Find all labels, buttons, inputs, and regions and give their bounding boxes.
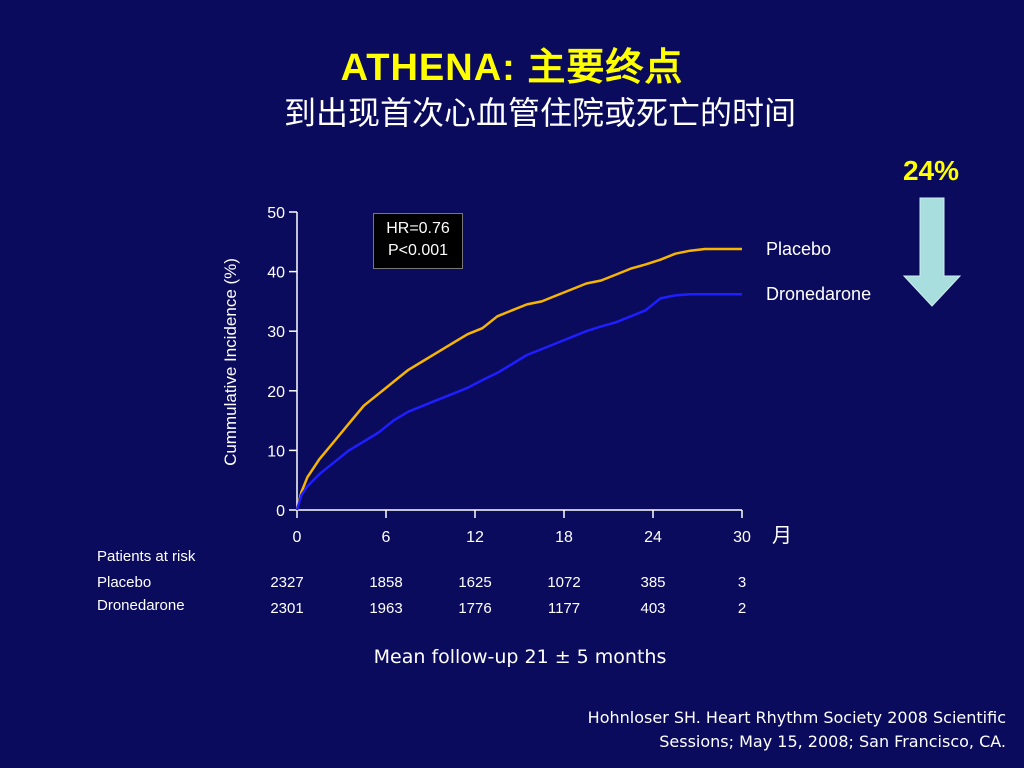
down-arrow-icon (902, 197, 962, 307)
chart-series (295, 247, 742, 511)
x-tick-label: 24 (644, 529, 662, 546)
x-tick-label: 6 (382, 529, 391, 546)
citation-line-2: Sessions; May 15, 2008; San Francisco, C… (659, 732, 1006, 751)
hazard-ratio-box: HR=0.76 P<0.001 (373, 213, 463, 269)
x-axis-unit-label: 月 (772, 525, 792, 547)
chart-labels: 0 10 20 30 40 50 0 6 12 18 24 30 Placebo Dronedarone (267, 205, 871, 546)
y-tick-label: 20 (267, 384, 285, 401)
y-tick-label: 40 (267, 265, 285, 282)
y-tick-label: 10 (267, 443, 285, 460)
y-tick-label: 0 (276, 503, 285, 520)
legend-label-dronedarone: Dronedarone (766, 284, 871, 304)
legend-label-placebo: Placebo (766, 239, 831, 259)
slide-title: ATHENA: 主要终点 (340, 47, 684, 89)
y-axis-label: Cummulative Incidence (%) (221, 258, 240, 466)
followup-note: Mean follow-up 21 ± 5 months (373, 646, 667, 668)
chart-axes (289, 211, 743, 518)
hazard-ratio-text: HR=0.76 (386, 220, 450, 237)
citation-line-1: Hohnloser SH. Heart Rhythm Society 2008 … (587, 708, 1006, 727)
x-tick-label: 30 (733, 529, 751, 546)
x-tick-label: 18 (555, 529, 573, 546)
reduction-percent-label: 24% (902, 155, 960, 186)
series-line-placebo (295, 247, 742, 511)
x-tick-label: 0 (293, 529, 302, 546)
p-value-text: P<0.001 (387, 242, 449, 259)
x-tick-label: 12 (466, 529, 484, 546)
y-tick-label: 50 (267, 205, 285, 222)
series-line-dronedarone (295, 292, 742, 511)
slide-subtitle: 到出现首次心血管住院或死亡的时间 (283, 94, 796, 132)
y-tick-label: 30 (267, 324, 285, 341)
citation: Hohnloser SH. Heart Rhythm Society 2008 … (406, 706, 1006, 754)
